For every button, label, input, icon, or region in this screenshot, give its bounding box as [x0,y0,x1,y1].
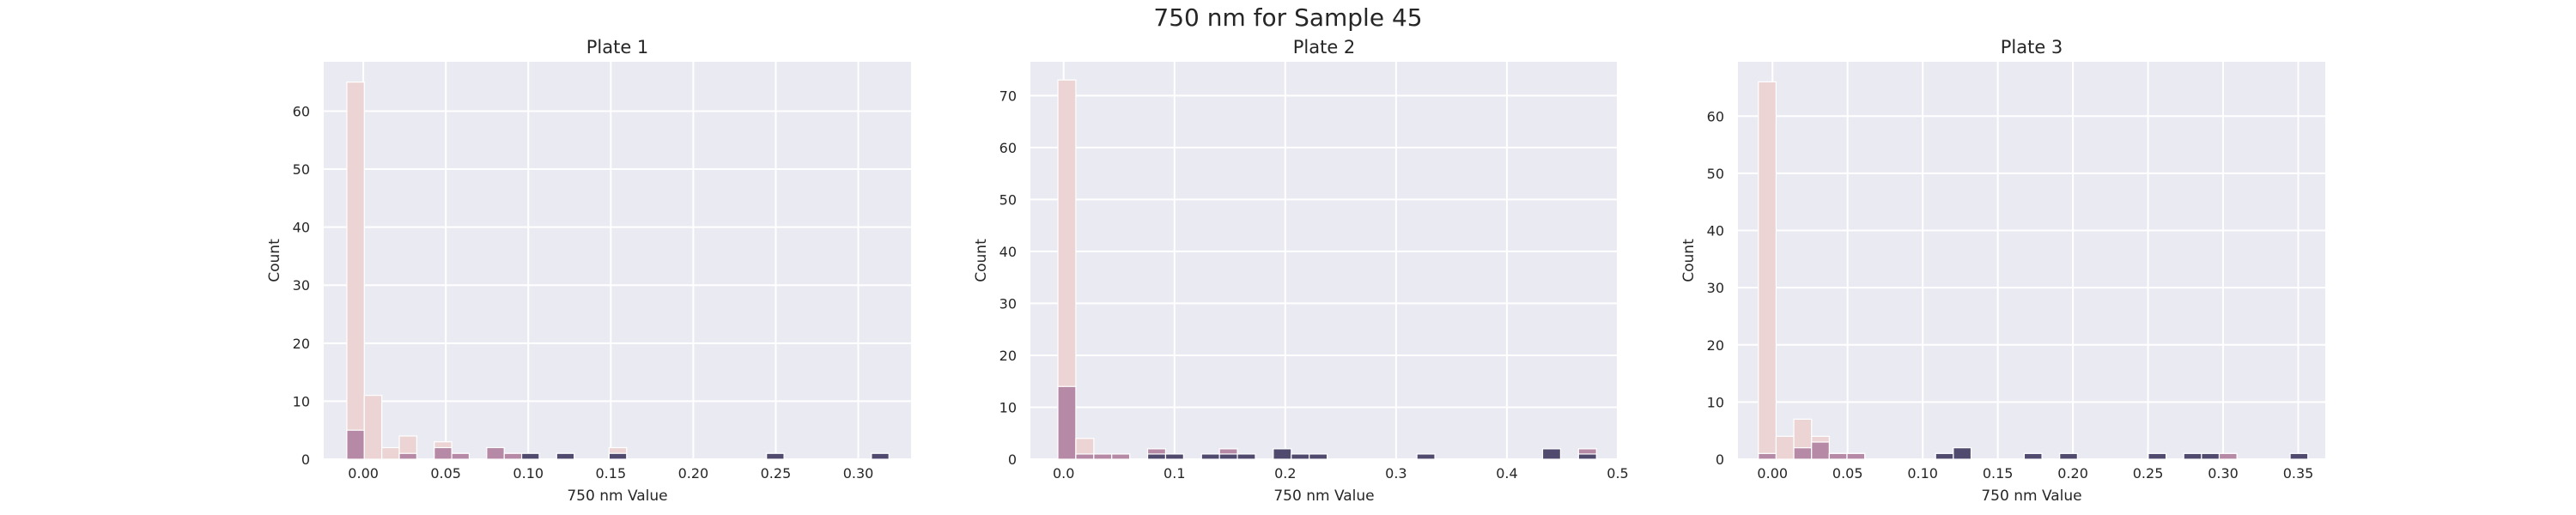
x-tick-label: 0.4 [1496,465,1517,482]
histogram-bar [1758,452,1777,460]
y-tick-label: 0 [301,451,310,468]
y-tick-label: 40 [999,244,1017,260]
y-tick-label: 10 [293,393,310,409]
histogram-bar [1935,452,1954,460]
y-tick-label: 50 [999,191,1017,208]
y-tick-label: 40 [1707,223,1724,239]
histogram-bar [2201,452,2221,460]
y-tick-label: 30 [999,295,1017,312]
x-tick-label: 0.0 [1053,465,1074,482]
x-tick-label: 0.3 [1385,465,1406,482]
x-tick-label: 0.30 [843,465,874,482]
x-tick-label: 0.10 [513,465,544,482]
y-tick-label: 50 [293,161,310,178]
y-tick-label: 0 [1008,451,1017,468]
x-tick-label: 0.25 [2133,465,2164,482]
histogram-bar [520,452,540,460]
plot-area [1030,62,1618,459]
histogram-bar [1811,441,1830,460]
histogram-bar [398,452,417,460]
x-tick-label: 0.15 [1983,465,2014,482]
histogram-bar [2023,452,2043,460]
y-tick-label: 60 [1707,108,1724,124]
y-axis-label: Count [973,239,990,282]
histogram-bar [608,452,628,460]
histogram-bar [1416,453,1436,460]
y-tick-label: 70 [999,88,1017,104]
y-tick-label: 10 [1707,394,1724,410]
histogram-bar [1758,81,1777,460]
histogram-bar [1541,448,1562,460]
histogram-bar [1577,453,1597,460]
x-axis-label: 750 nm Value [1981,488,2081,505]
histogram-bar [2183,452,2202,460]
x-tick-label: 0.2 [1274,465,1296,482]
histogram-bar [2059,452,2078,460]
x-axis-label: 750 nm Value [567,488,667,505]
histogram-bar [1775,435,1795,460]
y-tick-label: 50 [1707,166,1724,182]
histogram-bar [1057,385,1077,460]
histogram-bar [1793,447,1813,460]
x-tick-label: 0.00 [1757,465,1788,482]
x-tick-label: 0.00 [348,465,379,482]
histogram-bar [1846,452,1866,460]
histogram-bar [1953,447,1972,460]
panel-title: Plate 2 [1293,37,1356,58]
x-tick-label: 0.30 [2208,465,2239,482]
histogram-bar [1828,452,1848,460]
x-tick-label: 0.10 [1907,465,1938,482]
histogram-bar [363,395,383,460]
y-tick-label: 30 [293,277,310,294]
y-tick-label: 30 [1707,280,1724,296]
x-tick-label: 0.25 [761,465,792,482]
y-axis-label: Count [266,239,283,282]
x-tick-label: 0.5 [1607,465,1628,482]
histogram-bar [1236,453,1256,460]
y-tick-label: 10 [999,399,1017,415]
x-tick-label: 0.15 [596,465,627,482]
y-tick-label: 40 [293,220,310,236]
histogram-bar [2218,452,2238,460]
plot-area [324,62,911,459]
y-tick-label: 60 [999,140,1017,156]
x-tick-label: 0.05 [430,465,461,482]
y-tick-label: 60 [293,103,310,119]
x-tick-label: 0.20 [2057,465,2088,482]
plot-area [1738,62,2325,459]
x-tick-label: 0.20 [678,465,709,482]
histogram-bar [1164,453,1184,460]
x-axis-label: 750 nm Value [1273,488,1374,505]
panel-title: Plate 1 [586,37,649,58]
y-tick-label: 20 [293,336,310,352]
y-tick-label: 20 [999,348,1017,364]
histogram-bar [556,452,575,460]
panel-title: Plate 3 [2001,37,2063,58]
y-axis-label: Count [1680,239,1698,282]
histogram-bar [871,452,890,460]
histogram-bar [1111,453,1131,460]
histogram-bar [766,452,785,460]
x-tick-label: 0.35 [2283,465,2314,482]
x-tick-label: 0.1 [1163,465,1185,482]
histogram-bar [2289,452,2309,460]
figure-title: 750 nm for Sample 45 [1153,3,1423,32]
y-tick-label: 0 [1716,451,1724,468]
y-tick-label: 20 [1707,337,1724,354]
histogram-bar [451,452,471,460]
histogram-bar [2148,452,2167,460]
x-tick-label: 0.05 [1832,465,1863,482]
histogram-bar [1309,453,1328,460]
